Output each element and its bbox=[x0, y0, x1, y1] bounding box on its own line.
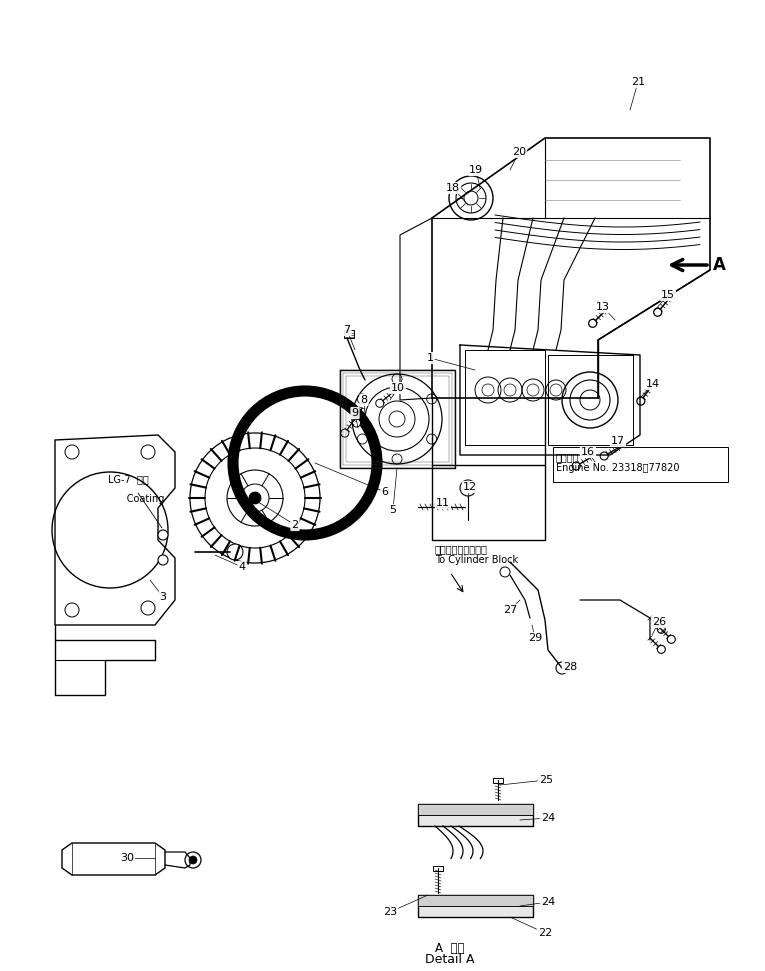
Text: 22: 22 bbox=[538, 928, 552, 938]
Text: 5: 5 bbox=[389, 505, 396, 515]
Bar bbox=[465, 350, 545, 445]
Text: シリンダブロックへ: シリンダブロックへ bbox=[435, 544, 488, 554]
Text: 4: 4 bbox=[239, 562, 246, 572]
Text: 10: 10 bbox=[391, 383, 405, 393]
Text: 13: 13 bbox=[596, 302, 610, 312]
Text: 28: 28 bbox=[563, 662, 577, 672]
Text: 9: 9 bbox=[351, 408, 359, 418]
Text: 24: 24 bbox=[541, 897, 555, 907]
Text: 適用号機: 適用号機 bbox=[556, 452, 580, 462]
Text: 30: 30 bbox=[120, 853, 134, 863]
Bar bbox=[553, 447, 728, 482]
Text: 17: 17 bbox=[611, 436, 625, 446]
Circle shape bbox=[657, 646, 666, 653]
Text: 19: 19 bbox=[469, 165, 483, 175]
Circle shape bbox=[158, 555, 168, 565]
Text: 29: 29 bbox=[528, 633, 542, 643]
Polygon shape bbox=[55, 435, 175, 625]
Text: 3: 3 bbox=[159, 592, 167, 602]
Circle shape bbox=[556, 662, 568, 674]
Circle shape bbox=[227, 544, 243, 560]
Circle shape bbox=[654, 308, 662, 317]
Circle shape bbox=[189, 856, 197, 864]
Text: 7: 7 bbox=[343, 325, 350, 335]
Bar bbox=[418, 895, 533, 917]
Text: 21: 21 bbox=[631, 77, 645, 87]
Text: Detail A: Detail A bbox=[425, 953, 475, 966]
Text: 12: 12 bbox=[463, 482, 477, 492]
Text: A  詳細: A 詳細 bbox=[435, 942, 465, 955]
Bar bbox=[548, 355, 633, 445]
Text: 25: 25 bbox=[539, 775, 553, 785]
Text: 18: 18 bbox=[446, 183, 460, 193]
Circle shape bbox=[589, 319, 597, 327]
Text: 24: 24 bbox=[541, 813, 555, 823]
Circle shape bbox=[572, 462, 580, 470]
Bar bbox=[418, 804, 533, 815]
Text: LG-7  塗布: LG-7 塗布 bbox=[108, 474, 148, 484]
Circle shape bbox=[353, 419, 360, 427]
Circle shape bbox=[636, 397, 645, 405]
Text: 15: 15 bbox=[661, 290, 675, 300]
Bar bbox=[418, 895, 533, 906]
Text: 16: 16 bbox=[581, 447, 595, 457]
Text: 8: 8 bbox=[360, 395, 367, 405]
Circle shape bbox=[158, 530, 168, 540]
Text: 23: 23 bbox=[383, 907, 397, 917]
Polygon shape bbox=[62, 843, 165, 875]
Circle shape bbox=[376, 399, 384, 407]
Text: To Cylinder Block: To Cylinder Block bbox=[435, 555, 518, 565]
Circle shape bbox=[601, 452, 608, 460]
Text: 6: 6 bbox=[382, 487, 389, 497]
Text: 14: 14 bbox=[646, 379, 660, 389]
Circle shape bbox=[249, 492, 261, 504]
Circle shape bbox=[667, 635, 675, 644]
Text: 1: 1 bbox=[427, 353, 434, 363]
Text: A: A bbox=[713, 256, 726, 274]
Bar bbox=[433, 866, 443, 871]
Text: 2: 2 bbox=[291, 520, 298, 530]
Circle shape bbox=[657, 625, 666, 633]
Text: 27: 27 bbox=[503, 605, 517, 615]
Bar bbox=[493, 778, 503, 783]
Text: Engine No. 23318～77820: Engine No. 23318～77820 bbox=[556, 463, 679, 473]
Text: Coating: Coating bbox=[108, 494, 164, 504]
Text: 26: 26 bbox=[652, 617, 666, 627]
Circle shape bbox=[341, 429, 349, 437]
Text: 20: 20 bbox=[512, 147, 526, 157]
Bar bbox=[418, 804, 533, 826]
Bar bbox=[344, 330, 354, 338]
Text: 11: 11 bbox=[436, 498, 450, 508]
